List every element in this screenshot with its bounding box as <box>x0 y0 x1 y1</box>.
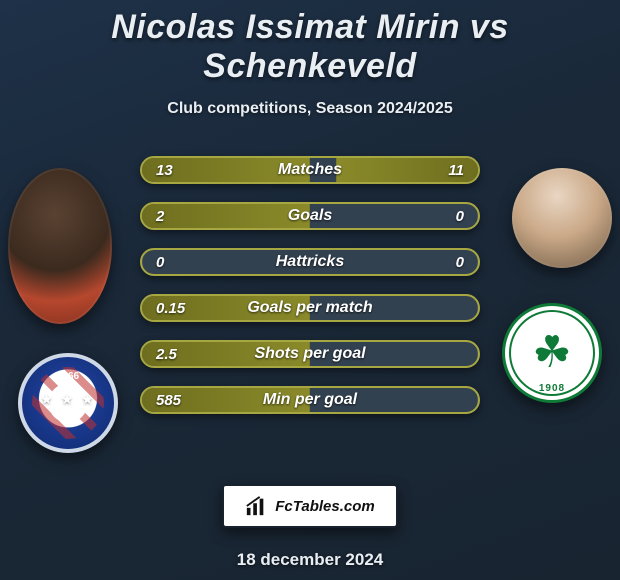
stat-label: Min per goal <box>142 388 478 412</box>
crest-left-year: 1966 <box>22 371 114 382</box>
stat-label: Shots per goal <box>142 342 478 366</box>
stat-bar: 2.5Shots per goal <box>140 340 480 368</box>
stat-bar: 1311Matches <box>140 156 480 184</box>
player-left-avatar <box>8 168 112 324</box>
stat-bar: 00Hattricks <box>140 248 480 276</box>
stat-bar: 20Goals <box>140 202 480 230</box>
comparison-stage: 1966 ☘ 1908 1311Matches 20Goals 00Hattrick… <box>0 148 620 448</box>
stat-bar: 0.15Goals per match <box>140 294 480 322</box>
player-right-avatar <box>512 168 612 268</box>
stat-bar: 585Min per goal <box>140 386 480 414</box>
source-badge: FcTables.com <box>222 484 398 528</box>
crest-right-year: 1908 <box>505 383 599 394</box>
date-text: 18 december 2024 <box>0 550 620 570</box>
page-title: Nicolas Issimat Mirin vs Schenkeveld <box>0 0 620 86</box>
stat-label: Matches <box>142 158 478 182</box>
comparison-card: Nicolas Issimat Mirin vs Schenkeveld Clu… <box>0 0 620 580</box>
source-badge-text: FcTables.com <box>275 498 374 515</box>
club-right-crest: ☘ 1908 <box>502 303 602 403</box>
club-left-crest: 1966 <box>18 353 118 453</box>
stat-label: Hattricks <box>142 250 478 274</box>
stat-label: Goals per match <box>142 296 478 320</box>
page-subtitle: Club competitions, Season 2024/2025 <box>0 100 620 118</box>
stat-label: Goals <box>142 204 478 228</box>
chart-icon <box>245 495 267 517</box>
clover-icon: ☘ <box>532 331 571 375</box>
stat-bars: 1311Matches 20Goals 00Hattricks 0.15Goals p… <box>140 156 480 414</box>
